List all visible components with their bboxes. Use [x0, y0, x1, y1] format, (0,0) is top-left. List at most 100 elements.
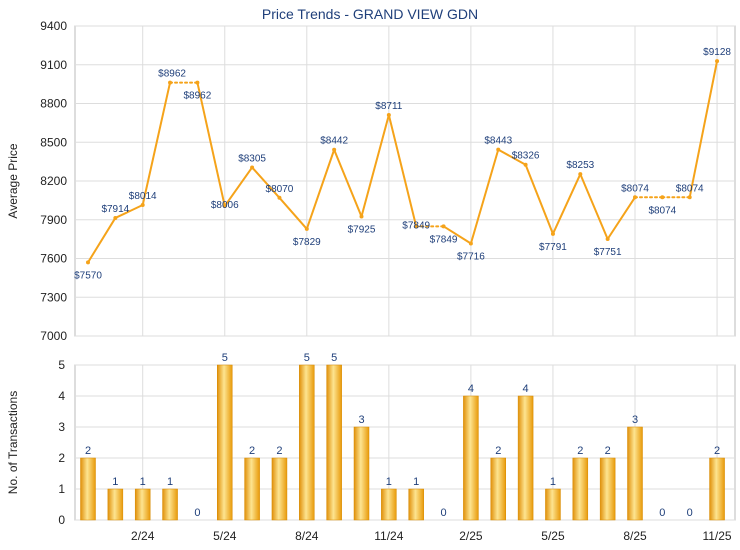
- transaction-bar: [709, 457, 725, 521]
- price-point: [496, 147, 501, 152]
- price-data-label: $8443: [484, 136, 512, 147]
- transaction-bar-label: 3: [632, 414, 638, 426]
- transaction-bar: [244, 457, 260, 521]
- price-data-label: $7716: [457, 252, 485, 263]
- transactions-y-axis-label: No. of Transactions: [6, 391, 20, 494]
- price-point: [414, 224, 419, 229]
- transaction-bar: [353, 426, 370, 521]
- price-data-label: $8074: [621, 183, 649, 194]
- price-line-segment: [551, 173, 582, 235]
- price-point: [441, 224, 446, 229]
- transaction-bar: [134, 488, 151, 521]
- price-data-label: $7849: [402, 220, 430, 231]
- x-tick-label: 5/25: [541, 529, 565, 543]
- transaction-bar-label: 1: [112, 476, 118, 488]
- price-data-label: $8962: [158, 69, 186, 80]
- price-data-label: $8074: [676, 183, 704, 194]
- price-data-label: $7914: [101, 204, 129, 215]
- transaction-bar-label: 1: [413, 476, 419, 488]
- transaction-bar-label: 1: [140, 476, 146, 488]
- transaction-bar: [299, 364, 315, 521]
- transaction-bar: [326, 364, 342, 521]
- price-line-segment: [688, 60, 719, 199]
- price-y-tick-label: 8800: [40, 97, 67, 111]
- x-tick-label: 11/25: [702, 529, 731, 543]
- price-data-label: $7849: [430, 234, 458, 245]
- price-line-segment: [251, 166, 281, 199]
- price-point: [113, 215, 118, 220]
- price-data-label: $8326: [512, 151, 540, 162]
- x-tick-label: 8/25: [623, 529, 647, 543]
- price-line-segment: [305, 148, 336, 230]
- transactions-panel: 0 1 2 3 4 5 2/24 5/24 8/24 11/24 2/25 5/25 8/25 11/25…: [6, 352, 736, 543]
- price-y-tick-label: 7000: [40, 329, 67, 343]
- transaction-bar: [490, 457, 506, 521]
- transaction-bar-label: 1: [167, 476, 173, 488]
- price-data-label: $8006: [211, 200, 239, 211]
- transaction-bar: [545, 488, 561, 521]
- price-line-segment: [223, 166, 254, 208]
- price-point: [523, 162, 528, 167]
- price-point: [633, 195, 637, 200]
- price-point: [140, 203, 145, 208]
- price-data-label: $7751: [594, 247, 622, 258]
- price-line-segment: [469, 148, 500, 245]
- x-tick-label: 2/24: [131, 529, 155, 543]
- transaction-bar: [627, 426, 643, 521]
- transaction-bar-label: 2: [714, 445, 720, 457]
- transaction-bar-label: 5: [331, 352, 337, 364]
- price-line-segment: [524, 163, 554, 235]
- price-data-label: $7570: [74, 270, 102, 281]
- transaction-bar: [107, 488, 124, 521]
- transaction-bar: [162, 488, 178, 521]
- price-point: [86, 260, 90, 265]
- transaction-bar-label: 1: [550, 476, 556, 488]
- transactions-y-tick-label: 5: [58, 358, 65, 372]
- price-point: [250, 165, 255, 170]
- transaction-bar-label: 3: [358, 414, 364, 426]
- price-line-segment: [278, 196, 308, 230]
- price-y-tick-label: 8500: [40, 135, 67, 149]
- price-point: [222, 204, 227, 209]
- price-y-tick-label: 7900: [40, 213, 67, 227]
- transaction-bar-label: 5: [304, 352, 310, 364]
- transaction-bar-label: 2: [495, 445, 501, 457]
- price-point: [605, 236, 610, 241]
- price-y-axis-label: Average Price: [6, 143, 20, 218]
- price-data-label: $8305: [238, 153, 266, 164]
- price-data-label: $7791: [539, 242, 567, 253]
- transaction-bar-label: 2: [85, 445, 91, 457]
- transactions-y-tick-label: 1: [58, 482, 65, 496]
- price-point: [660, 195, 665, 200]
- transaction-bar: [271, 457, 288, 521]
- price-data-label: $8711: [375, 101, 403, 112]
- price-point: [195, 80, 200, 85]
- price-data-label: $7925: [348, 225, 376, 236]
- price-y-tick-label: 9100: [40, 58, 67, 72]
- transactions-plot-area: [74, 364, 736, 521]
- price-line-segment: [579, 173, 609, 240]
- price-point: [386, 112, 391, 117]
- transactions-y-tick-label: 0: [58, 513, 65, 527]
- price-point: [332, 147, 337, 152]
- price-y-tick-label: 9400: [40, 19, 67, 33]
- transaction-bar-label: 4: [523, 383, 529, 395]
- price-point: [304, 226, 309, 231]
- price-data-label: $8074: [648, 205, 676, 216]
- transactions-y-tick-label: 3: [58, 420, 65, 434]
- price-y-tick-label: 7600: [40, 252, 67, 266]
- price-point: [687, 195, 692, 200]
- transaction-bar-label: 0: [194, 507, 200, 519]
- transaction-bar: [517, 395, 534, 521]
- price-y-tick-label: 8200: [40, 174, 67, 188]
- price-data-label: $8070: [266, 184, 294, 195]
- price-line-segment: [196, 81, 226, 208]
- transaction-bar: [463, 395, 479, 521]
- x-tick-label: 5/24: [213, 529, 237, 543]
- transaction-bar-label: 0: [687, 507, 693, 519]
- transaction-bar: [80, 457, 96, 521]
- transaction-bar: [572, 457, 589, 521]
- transaction-bar-label: 2: [577, 445, 583, 457]
- transaction-bar-label: 1: [386, 476, 392, 488]
